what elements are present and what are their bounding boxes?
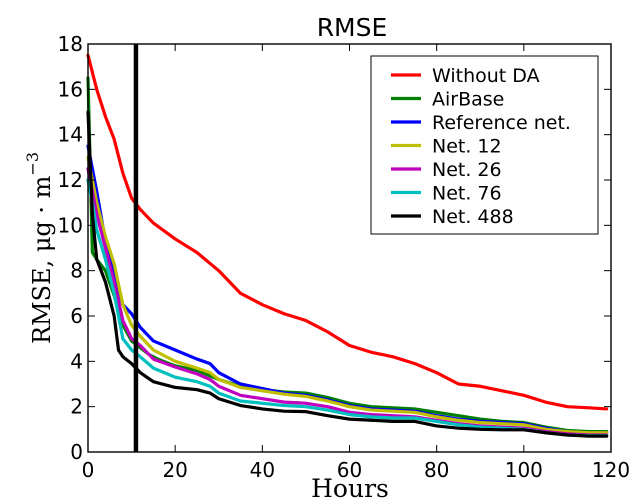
legend-label-airbase: AirBase	[432, 89, 504, 111]
y-tick-label-16: 16	[58, 77, 83, 101]
y-tick-label-10: 10	[58, 213, 83, 237]
legend-label-net-12: Net. 12	[432, 136, 502, 158]
legend-label-without-da: Without DA	[432, 65, 540, 87]
y-tick-label-4: 4	[70, 349, 83, 373]
x-axis-label: Hours	[311, 474, 389, 500]
x-tick-label-40: 40	[250, 458, 275, 482]
series-line-net-12	[86, 155, 609, 435]
y-tick-label-12: 12	[58, 168, 83, 192]
y-tick-label-8: 8	[70, 259, 83, 283]
y-axis-label-main: RMSE, μg · m	[28, 175, 56, 344]
y-tick-label-18: 18	[58, 32, 83, 56]
y-axis-label: RMSE, μg · m−3	[23, 152, 56, 344]
x-tick-label-80: 80	[424, 458, 449, 482]
x-tick-label-20: 20	[162, 458, 187, 482]
series-lines	[86, 53, 609, 438]
y-tick-label-0: 0	[70, 440, 83, 464]
x-tick-label-0: 0	[82, 458, 95, 482]
chart-title: RMSE	[317, 13, 388, 42]
x-tick-label-60: 60	[337, 458, 362, 482]
legend-label-net-26: Net. 26	[432, 159, 502, 181]
y-axis-label-exponent: −3	[23, 152, 42, 176]
axis-ticks: 0 20 40 60 80 100 120 0 2 4 6 8 10 12 14 16 18	[58, 32, 631, 482]
y-tick-label-14: 14	[58, 123, 83, 147]
y-tick-label-6: 6	[70, 304, 83, 328]
series-line-without-da	[86, 53, 609, 411]
legend-label-net-488: Net. 488	[432, 206, 514, 228]
x-tick-label-100: 100	[505, 458, 543, 482]
x-tick-label-120: 120	[592, 458, 630, 482]
legend-label-net-76: Net. 76	[432, 183, 502, 205]
series-line-net-488	[86, 110, 609, 438]
y-tick-label-2: 2	[70, 395, 83, 419]
legend-label-reference-net: Reference net.	[432, 112, 571, 134]
